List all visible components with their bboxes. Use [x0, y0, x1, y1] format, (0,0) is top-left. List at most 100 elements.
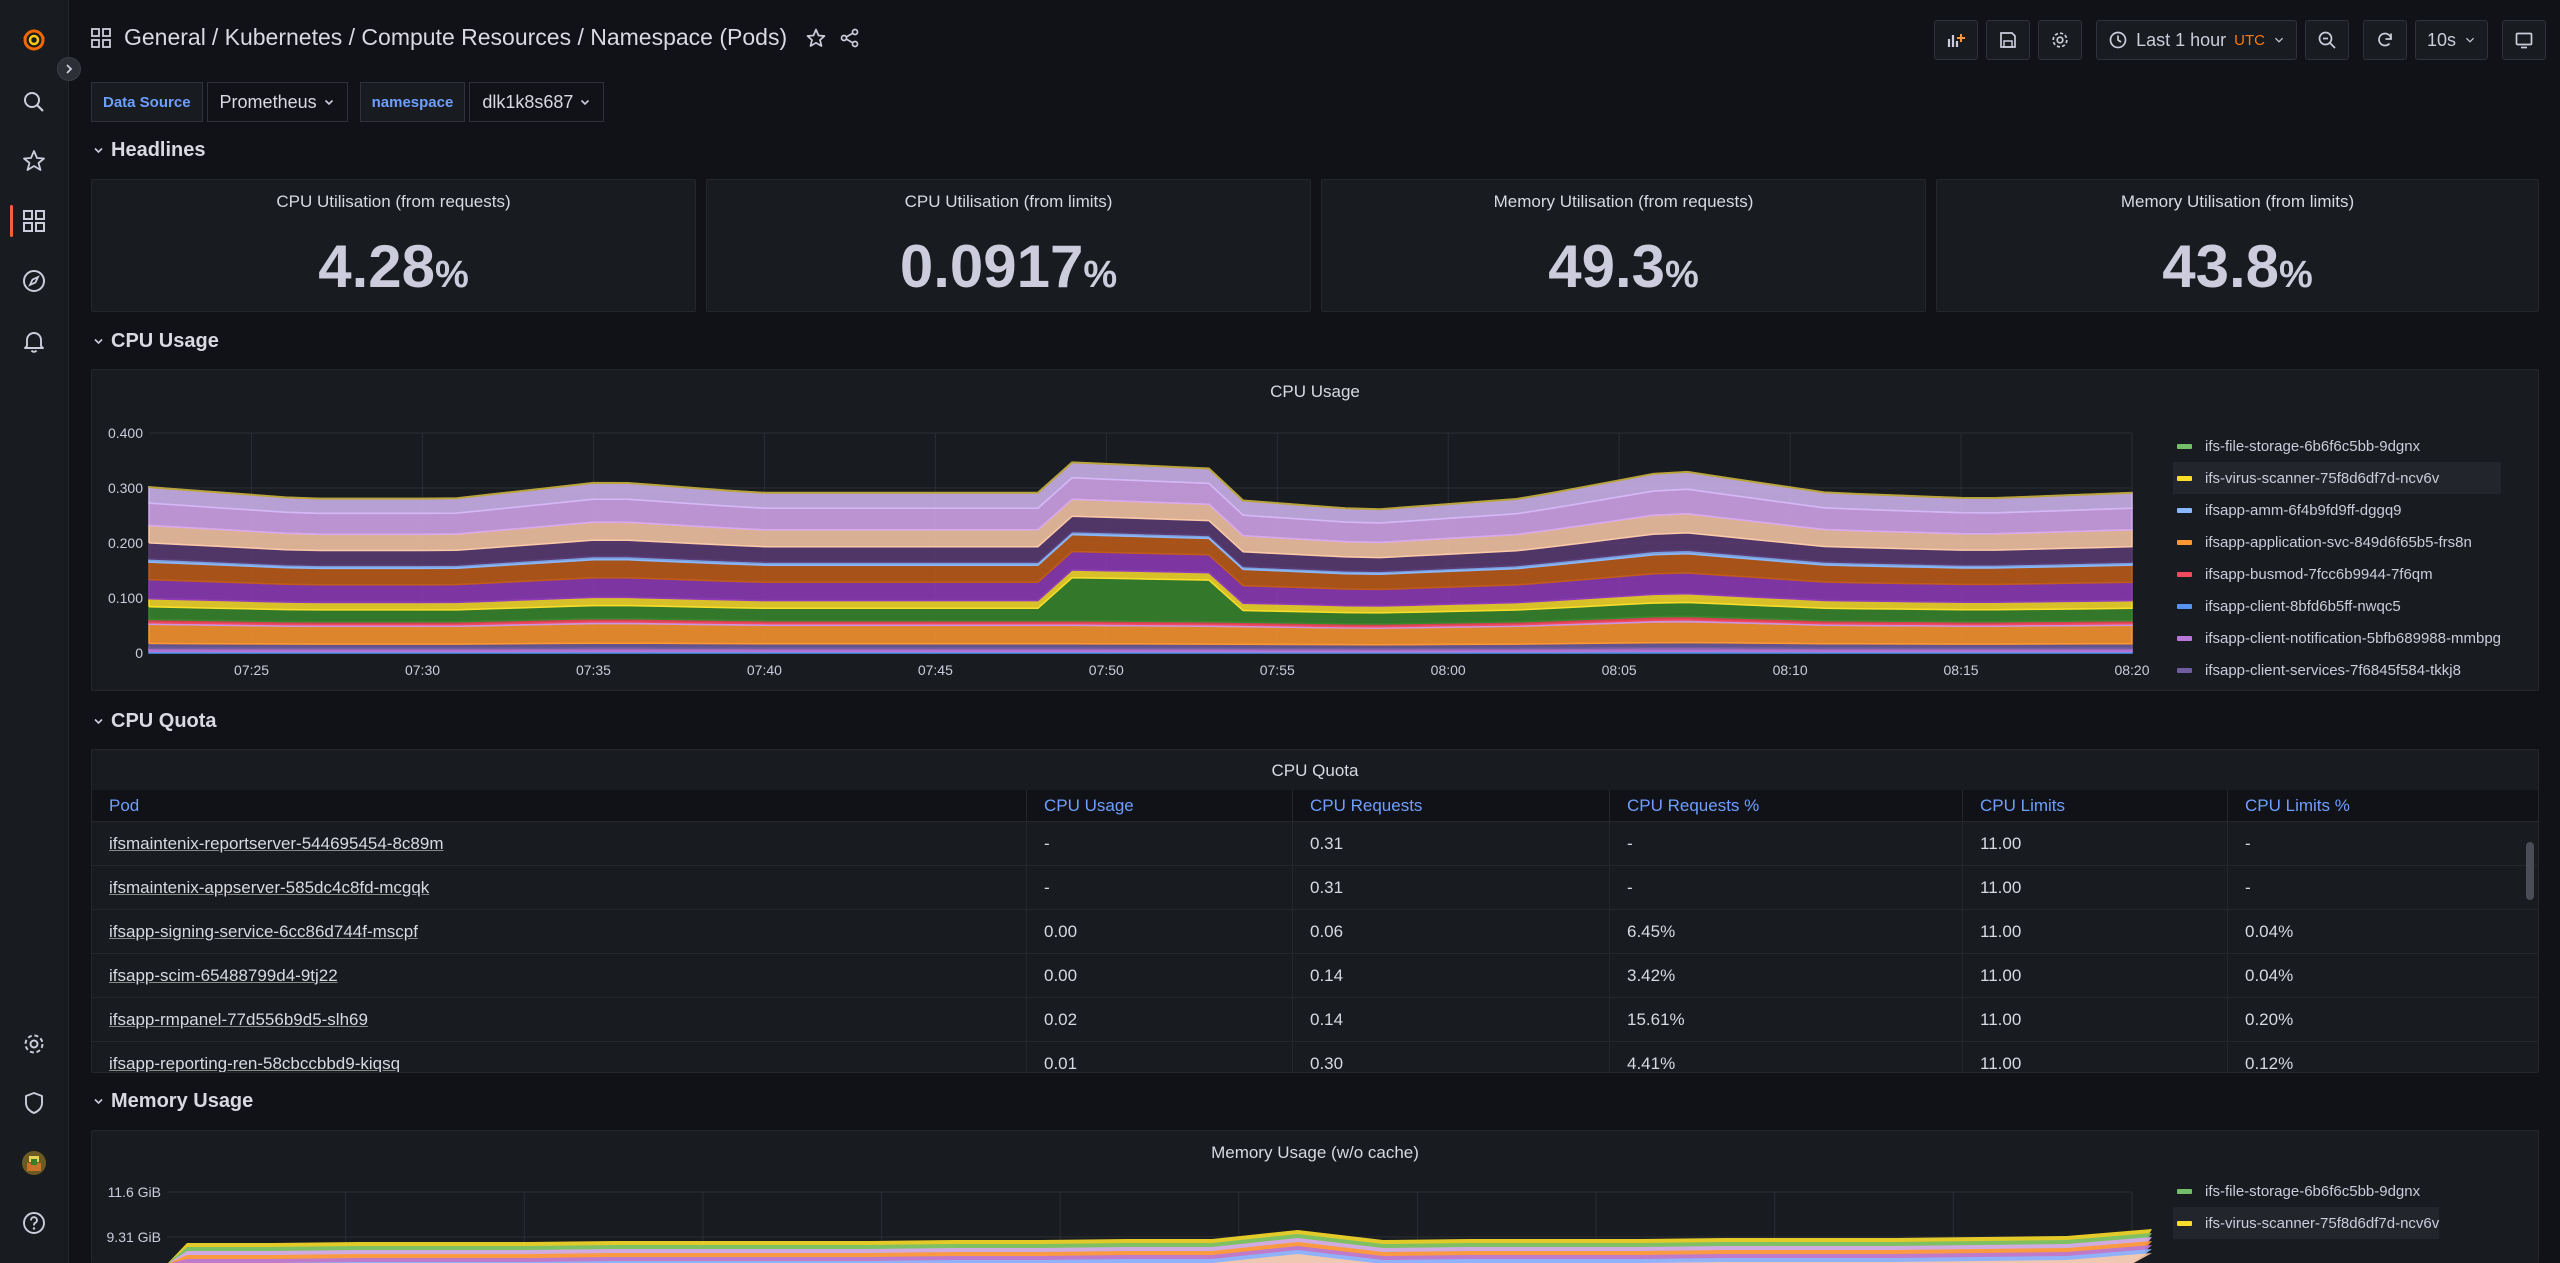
breadcrumb-folder-link[interactable]: General — [124, 24, 206, 50]
pod-link[interactable]: ifsapp-reporting-ren-58cbccbbd9-kiqsq — [92, 1042, 1027, 1072]
pod-link[interactable]: ifsmaintenix-reportserver-544695454-8c89… — [92, 822, 1027, 865]
chevron-down-icon — [94, 1098, 103, 1105]
starred-icon[interactable] — [18, 145, 50, 177]
stat-value-container: 0.0917% — [707, 232, 1310, 301]
legend-swatch — [2177, 635, 2192, 641]
legend-item[interactable]: ifsapp-client-8bfd6b5ff-nwqc5 — [2173, 590, 2501, 622]
cpu-usage-chart[interactable]: 0 0.100 0.200 0.300 0.400 07:25 07:30 07:35 07:4… — [92, 370, 2172, 691]
add-panel-icon — [1947, 34, 1966, 47]
dashboard-settings-button[interactable] — [2038, 20, 2083, 60]
star-dashboard-icon[interactable] — [805, 27, 827, 49]
table-cell: - — [2245, 833, 2251, 853]
expand-sidebar-button[interactable] — [57, 57, 81, 81]
row-cpu-quota[interactable]: CPU Quota — [93, 710, 217, 733]
legend-swatch — [2177, 1188, 2192, 1194]
pod-link[interactable]: ifsapp-rmpanel-77d556b9d5-slh69 — [92, 998, 1027, 1041]
table-cell: 0.02 — [1027, 998, 1293, 1041]
stat-unit: % — [2278, 254, 2313, 296]
add-panel-button[interactable] — [1934, 20, 1979, 60]
table-scrollbar[interactable] — [2526, 842, 2534, 900]
x-tick-label: 07:35 — [576, 662, 611, 678]
table-row: ifsapp-scim-65488799d4-9tj22 0.00 0.14 3.42… — [92, 954, 2538, 998]
row-title: Memory Usage — [111, 1090, 254, 1112]
zoom-out-button[interactable] — [2304, 20, 2349, 60]
datasource-select[interactable]: Prometheus — [206, 82, 348, 122]
chevron-down-icon — [94, 147, 103, 154]
memory-usage-graph-panel[interactable]: Memory Usage (w/o cache) 9.31 GiB 11.6 Gi… — [91, 1130, 2539, 1263]
table-row: ifsapp-rmpanel-77d556b9d5-slh69 0.02 0.14 1… — [92, 998, 2538, 1042]
server-admin-shield-icon[interactable] — [18, 1087, 50, 1119]
table-row: ifsmaintenix-appserver-585dc4c8fd-mcgqk -… — [92, 866, 2538, 910]
dashboards-icon[interactable] — [18, 205, 50, 237]
legend-label: ifsapp-client-8bfd6b5ff-nwqc5 — [2205, 597, 2401, 615]
column-header[interactable]: CPU Usage — [1027, 790, 1293, 821]
toolbar: Last 1 hour UTC 10s — [1934, 20, 2546, 60]
legend-item[interactable]: ifsapp-client-services-7f6845f584-tkkj8 — [2173, 654, 2501, 686]
refresh-interval-picker[interactable]: 10s — [2414, 20, 2488, 60]
legend-swatch — [2177, 443, 2192, 449]
stat-panel-memory-requests[interactable]: Memory Utilisation (from requests) 49.3% — [1321, 179, 1926, 312]
refresh-button[interactable] — [2362, 20, 2407, 60]
stat-value-container: 4.28% — [92, 232, 695, 301]
row-headlines[interactable]: Headlines — [93, 139, 205, 162]
legend-item[interactable]: ifsapp-client-notification-5bfb689988-mm… — [2173, 622, 2501, 654]
x-tick-label: 08:10 — [1773, 662, 1808, 678]
legend-item[interactable]: ifs-file-storage-6b6f6c5bb-9dgnx — [2173, 1175, 2439, 1207]
share-icon[interactable] — [839, 27, 861, 49]
tv-mode-button[interactable] — [2502, 20, 2546, 60]
legend-item[interactable]: ifs-virus-scanner-75f8d6df7d-ncv6v — [2173, 1207, 2440, 1239]
time-range-picker[interactable]: Last 1 hour UTC — [2096, 20, 2297, 60]
explore-compass-icon[interactable] — [18, 265, 50, 297]
table-cell: 11.00 — [1963, 998, 2228, 1041]
table-header: Pod CPU Usage CPU Requests CPU Requests … — [92, 790, 2538, 822]
memory-usage-chart[interactable]: 9.31 GiB 11.6 GiB — [92, 1131, 2172, 1263]
configuration-gear-icon[interactable] — [18, 1028, 50, 1060]
table-cell: - — [2245, 877, 2251, 897]
legend-swatch — [2177, 667, 2192, 673]
grafana-logo-icon[interactable] — [18, 24, 50, 56]
row-cpu-usage[interactable]: CPU Usage — [93, 330, 219, 353]
chevron-right-icon — [66, 64, 73, 74]
stat-panel-cpu-limits[interactable]: CPU Utilisation (from limits) 0.0917% — [706, 179, 1311, 312]
alerting-bell-icon[interactable] — [18, 325, 50, 357]
stat-panel-cpu-requests[interactable]: CPU Utilisation (from requests) 4.28% — [91, 179, 696, 312]
row-memory-usage[interactable]: Memory Usage — [93, 1090, 253, 1113]
stat-value-container: 43.8% — [1937, 232, 2538, 301]
user-avatar[interactable] — [18, 1147, 50, 1179]
x-tick-label: 07:45 — [918, 662, 953, 678]
column-header[interactable]: CPU Limits — [1963, 790, 2228, 821]
table-cell: 0.20% — [2245, 1009, 2294, 1029]
pod-link[interactable]: ifsmaintenix-appserver-585dc4c8fd-mcgqk — [92, 866, 1027, 909]
table-cell: 0.14 — [1293, 954, 1610, 997]
table-cell: 11.00 — [1963, 866, 2228, 909]
table-cell: 4.41% — [1610, 1042, 1963, 1072]
cpu-usage-graph-panel[interactable]: CPU Usage 0 0.100 0.200 0.300 0.400 07:25 07:3… — [91, 369, 2539, 691]
timezone-label: UTC — [2234, 31, 2265, 49]
legend-swatch — [2177, 539, 2192, 545]
legend-item[interactable]: ifs-file-storage-6b6f6c5bb-9dgnx — [2173, 430, 2501, 462]
table-cell: 0.04% — [2245, 921, 2294, 941]
pod-link[interactable]: ifsapp-scim-65488799d4-9tj22 — [92, 954, 1027, 997]
stat-panel-memory-limits[interactable]: Memory Utilisation (from limits) 43.8% — [1936, 179, 2539, 312]
namespace-select[interactable]: dlk1k8s687 — [469, 82, 605, 122]
legend-label: ifs-virus-scanner-75f8d6df7d-ncv6v — [2205, 1214, 2440, 1232]
area-series — [187, 1249, 2152, 1263]
column-header[interactable]: CPU Requests % — [1610, 790, 1963, 821]
help-icon[interactable] — [18, 1207, 50, 1239]
legend-item[interactable]: ifsapp-amm-6f4b9fd9ff-dggq9 — [2173, 494, 2501, 526]
legend-item[interactable]: ifs-virus-scanner-75f8d6df7d-ncv6v — [2173, 462, 2502, 494]
dashboard-title[interactable]: / Kubernetes / Compute Resources / Names… — [211, 24, 788, 50]
legend-item[interactable]: ifsapp-busmod-7fcc6b9944-7f6qm — [2173, 558, 2501, 590]
cpu-quota-table-panel[interactable]: CPU Quota Pod CPU Usage CPU Requests CPU… — [91, 749, 2539, 1073]
column-header[interactable]: CPU Limits % — [2245, 795, 2350, 815]
pod-link[interactable]: ifsapp-signing-service-6cc86d744f-mscpf — [92, 910, 1027, 953]
save-dashboard-button[interactable] — [1986, 20, 2031, 60]
search-icon[interactable] — [18, 86, 50, 118]
y-tick-label: 0.400 — [108, 425, 143, 441]
table-row: ifsmaintenix-reportserver-544695454-8c89… — [92, 822, 2538, 866]
column-header[interactable]: Pod — [92, 790, 1027, 821]
x-tick-label: 07:55 — [1260, 662, 1295, 678]
variable-label: namespace — [359, 82, 466, 122]
legend-item[interactable]: ifsapp-application-svc-849d6f65b5-frs8n — [2173, 526, 2501, 558]
column-header[interactable]: CPU Requests — [1293, 790, 1610, 821]
